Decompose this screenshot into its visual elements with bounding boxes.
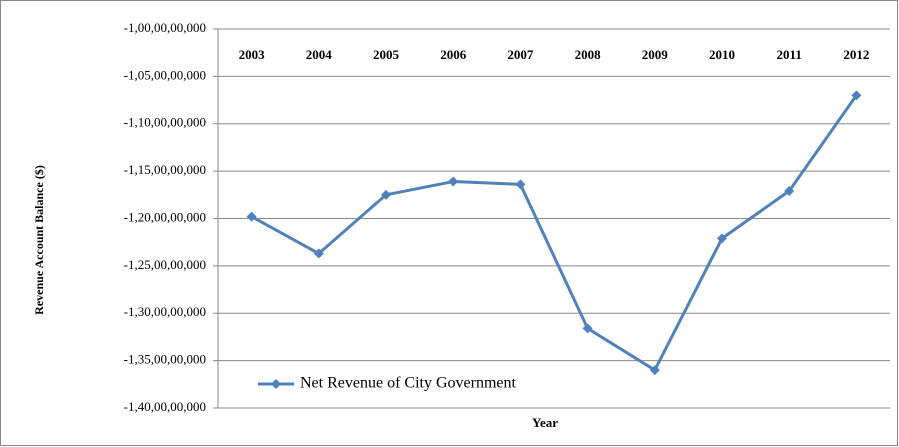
x-tick-label: 2009 <box>642 47 669 62</box>
x-tick-label: 2008 <box>575 47 602 62</box>
y-tick-label: -1,30,00,00,000 <box>124 304 206 319</box>
data-point <box>784 186 795 197</box>
y-axis-label: Revenue Account Balance ($) <box>32 165 46 315</box>
x-tick-label: 2004 <box>306 47 333 62</box>
y-tick-label: -1,15,00,00,000 <box>124 162 206 177</box>
legend-marker <box>271 379 281 389</box>
data-point <box>246 211 257 222</box>
data-line <box>250 94 858 372</box>
y-tick-label: -1,10,00,00,000 <box>124 115 206 130</box>
data-point <box>851 90 862 101</box>
y-tick-label: -1,40,00,00,000 <box>124 399 206 414</box>
x-tick-label: 2010 <box>709 47 735 62</box>
data-point <box>649 365 660 376</box>
data-point <box>515 179 526 190</box>
x-tick-label: 2007 <box>507 47 534 62</box>
x-tick-label: 2005 <box>373 47 400 62</box>
y-tick-label: -1,00,00,00,000 <box>124 20 206 35</box>
data-point <box>717 233 727 244</box>
x-tick-label: 2006 <box>440 47 467 62</box>
x-axis-label: Year <box>532 415 558 430</box>
y-tick-label: -1,35,00,00,000 <box>124 352 206 367</box>
data-point <box>448 176 459 187</box>
y-tick-label: -1,20,00,00,000 <box>124 209 206 224</box>
data-point <box>582 323 593 334</box>
x-tick-label: 2011 <box>777 47 802 62</box>
data-point <box>313 248 324 259</box>
y-tick-label: -1,25,00,00,000 <box>124 257 206 272</box>
x-tick-label: 2003 <box>239 47 266 62</box>
legend-label: Net Revenue of City Government <box>300 375 517 392</box>
y-tick-label: -1,05,00,00,000 <box>124 67 206 82</box>
x-tick-label: 2012 <box>843 47 869 62</box>
data-point <box>381 189 391 200</box>
